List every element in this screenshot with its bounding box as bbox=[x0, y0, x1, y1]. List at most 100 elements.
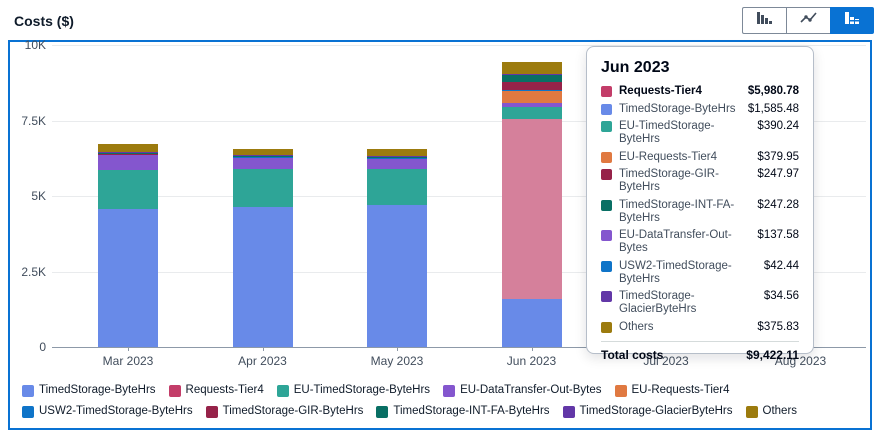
x-axis-label: Jun 2023 bbox=[506, 354, 557, 368]
tooltip-row-requests-tier4: Requests-Tier4 $5,980.78 bbox=[601, 85, 799, 98]
chart-area[interactable]: 0 2.5K 5K 7.5K 10K Mar 2023 Apr 2023 May 2023 J… bbox=[8, 38, 872, 430]
legend-swatch bbox=[22, 384, 34, 397]
bar-segment-requests-tier4[interactable] bbox=[501, 118, 562, 300]
bar-segment-others[interactable] bbox=[367, 149, 427, 156]
gridline-10K bbox=[52, 45, 866, 46]
legend-item-timedstorage-bytehrs[interactable]: TimedStorage-ByteHrs bbox=[22, 382, 156, 399]
gridline-7.5K bbox=[52, 120, 866, 122]
tooltip-row-eu-datatransfer-out-bytes: EU-DataTransfer-Out-Bytes $137.58 bbox=[601, 229, 799, 255]
legend-item-timedstorage-int-fa-bytehrs[interactable]: TimedStorage-INT-FA-ByteHrs bbox=[376, 403, 550, 420]
legend-swatch bbox=[205, 405, 218, 418]
bar-segment-others[interactable] bbox=[501, 62, 562, 74]
stacked-bar-mar-2023[interactable] bbox=[98, 42, 158, 347]
tooltip-row-timedstorage-gir-bytehrs: TimedStorage-GIR-ByteHrs $247.97 bbox=[601, 168, 799, 194]
bar-segment-timedstorage-gir-bytehrs[interactable] bbox=[501, 82, 562, 90]
bar-segment-timedstorage-glacierbytehrs[interactable] bbox=[367, 155, 427, 157]
tooltip-row-value: $42.44 bbox=[763, 259, 799, 272]
legend-item-usw2-timedstorage-bytehrs[interactable]: USW2-TimedStorage-ByteHrs bbox=[22, 403, 193, 420]
bar-chart-view-button[interactable] bbox=[742, 7, 786, 34]
line-chart-view-button[interactable] bbox=[786, 7, 830, 34]
legend-swatch bbox=[168, 384, 181, 397]
tooltip-row-label: TimedStorage-INT-FA-ByteHrs bbox=[619, 198, 735, 224]
tooltip-row-swatch bbox=[601, 103, 612, 115]
x-axis-tick bbox=[128, 347, 129, 351]
gridline-0 bbox=[52, 347, 866, 348]
bar-segment-timedstorage-glacierbytehrs[interactable] bbox=[232, 155, 293, 156]
bar-segment-timedstorage-bytehrs[interactable] bbox=[232, 206, 293, 347]
stacked-bar-chart-view-button[interactable] bbox=[830, 7, 874, 34]
chart-legend: TimedStorage-ByteHrs Requests-Tier4 EU-Tim… bbox=[22, 382, 864, 420]
tooltip-row-value: $247.97 bbox=[757, 168, 799, 180]
legend-item-timedstorage-glacierbytehrs[interactable]: TimedStorage-GlacierByteHrs bbox=[562, 403, 733, 420]
bar-segment-timedstorage-glacierbytehrs[interactable] bbox=[501, 73, 562, 75]
legend-swatch bbox=[22, 405, 34, 418]
bar-segment-timedstorage-bytehrs[interactable] bbox=[501, 299, 562, 347]
gridline-2.5K bbox=[52, 271, 866, 273]
y-tick-label: 2.5K bbox=[21, 264, 46, 279]
tooltip-row-value: $379.95 bbox=[757, 150, 799, 163]
tooltip-row-swatch bbox=[601, 86, 612, 97]
tooltip-row-swatch bbox=[601, 230, 612, 241]
stacked-bar-chart-icon bbox=[842, 10, 862, 31]
bar-segment-usw2-timedstorage-bytehrs[interactable] bbox=[367, 157, 427, 160]
legend-item-timedstorage-gir-bytehrs[interactable]: TimedStorage-GIR-ByteHrs bbox=[205, 403, 364, 420]
legend-item-eu-datatransfer-out-bytes[interactable]: EU-DataTransfer-Out-Bytes bbox=[443, 382, 602, 399]
tooltip-row-swatch bbox=[601, 291, 612, 302]
bar-segment-eu-datatransfer-out-bytes[interactable] bbox=[232, 157, 293, 170]
bar-segment-timedstorage-bytehrs[interactable] bbox=[367, 205, 427, 347]
tooltip-row-others: Others $375.83 bbox=[601, 321, 799, 334]
bar-segment-eu-datatransfer-out-bytes[interactable] bbox=[367, 159, 427, 170]
tooltip-row-value: $34.56 bbox=[763, 290, 799, 302]
legend-item-eu-timedstorage-bytehrs[interactable]: EU-TimedStorage-ByteHrs bbox=[276, 382, 430, 399]
x-axis-label: Jul 2023 bbox=[643, 354, 689, 368]
tooltip-row-label: Others bbox=[619, 320, 654, 333]
legend-label: TimedStorage-ByteHrs bbox=[39, 384, 156, 396]
tooltip-row-eu-requests-tier4: EU-Requests-Tier4 $379.95 bbox=[601, 151, 799, 164]
bar-segment-eu-datatransfer-out-bytes[interactable] bbox=[98, 155, 158, 171]
bar-segment-eu-timedstorage-bytehrs[interactable] bbox=[501, 106, 562, 119]
tooltip-row-eu-timedstorage-bytehrs: EU-TimedStorage-ByteHrs $390.24 bbox=[601, 120, 799, 146]
bar-segment-usw2-timedstorage-bytehrs[interactable] bbox=[98, 154, 158, 156]
legend-item-eu-requests-tier4[interactable]: EU-Requests-Tier4 bbox=[614, 382, 730, 399]
tooltip-row-label: TimedStorage-GIR-ByteHrs bbox=[619, 168, 719, 193]
tooltip-row-swatch bbox=[601, 121, 612, 132]
bar-segment-timedstorage-gir-bytehrs[interactable] bbox=[367, 157, 427, 158]
tooltip-row-swatch bbox=[601, 199, 612, 211]
legend-item-others[interactable]: Others bbox=[745, 403, 798, 420]
bar-segment-timedstorage-int-fa-bytehrs[interactable] bbox=[501, 74, 562, 83]
bar-segment-usw2-timedstorage-bytehrs[interactable] bbox=[501, 89, 562, 92]
legend-item-requests-tier4[interactable]: Requests-Tier4 bbox=[168, 382, 264, 399]
tooltip-row-label: TimedStorage-ByteHrs bbox=[619, 102, 736, 115]
legend-label: TimedStorage-GIR-ByteHrs bbox=[222, 405, 364, 417]
tooltip-row-usw2-timedstorage-bytehrs: USW2-TimedStorage-ByteHrs $42.44 bbox=[601, 260, 799, 286]
chart-type-toggle-group bbox=[742, 7, 874, 34]
legend-label: USW2-TimedStorage-ByteHrs bbox=[39, 405, 193, 417]
bar-segment-others[interactable] bbox=[232, 149, 293, 156]
tooltip-row-timedstorage-bytehrs: TimedStorage-ByteHrs $1,585.48 bbox=[601, 103, 799, 116]
bar-segment-eu-timedstorage-bytehrs[interactable] bbox=[232, 169, 293, 207]
tooltip-row-timedstorage-int-fa-bytehrs: TimedStorage-INT-FA-ByteHrs $247.28 bbox=[601, 199, 799, 225]
tooltip-title: Jun 2023 bbox=[601, 59, 670, 76]
tooltip-row-swatch bbox=[601, 151, 612, 163]
tooltip-total-value: $9,422.11 bbox=[746, 347, 799, 362]
tooltip-row-swatch bbox=[601, 169, 612, 180]
bar-segment-eu-requests-tier4[interactable] bbox=[501, 91, 562, 103]
bar-segment-timedstorage-bytehrs[interactable] bbox=[98, 209, 158, 347]
bar-segment-usw2-timedstorage-bytehrs[interactable] bbox=[232, 156, 293, 158]
tooltip-total-label: Total costs bbox=[601, 347, 664, 362]
bar-segment-timedstorage-glacierbytehrs[interactable] bbox=[98, 152, 158, 154]
tooltip-total-row: Total costs $9,422.11 bbox=[601, 348, 799, 362]
legend-label: TimedStorage-INT-FA-ByteHrs bbox=[393, 405, 550, 417]
bar-segment-others[interactable] bbox=[98, 143, 158, 153]
legend-swatch bbox=[443, 384, 456, 397]
stacked-bar-apr-2023[interactable] bbox=[232, 42, 293, 347]
bar-segment-eu-timedstorage-bytehrs[interactable] bbox=[98, 170, 158, 210]
stacked-bar-jun-2023[interactable] bbox=[501, 42, 562, 347]
bar-segment-eu-datatransfer-out-bytes[interactable] bbox=[501, 102, 562, 107]
stacked-bar-may-2023[interactable] bbox=[367, 42, 427, 347]
y-tick-label: 5K bbox=[31, 189, 46, 203]
bar-segment-eu-timedstorage-bytehrs[interactable] bbox=[367, 169, 427, 206]
bar-segment-timedstorage-int-fa-bytehrs[interactable] bbox=[367, 156, 427, 158]
legend-label: Others bbox=[762, 405, 798, 417]
y-tick-label: 7.5K bbox=[21, 113, 46, 128]
